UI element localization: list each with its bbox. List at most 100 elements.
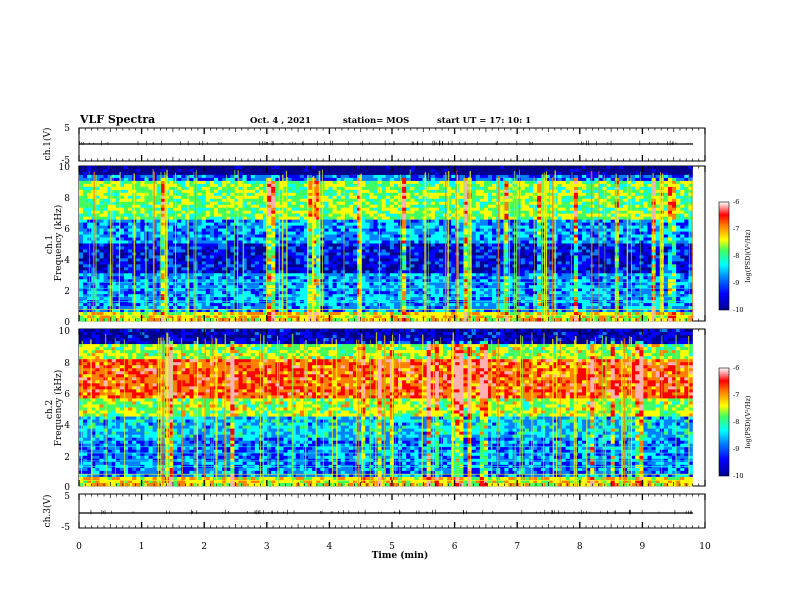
spectrogram-cell: [606, 228, 612, 232]
spectrogram-cell: [340, 195, 346, 200]
spectrogram-cell: [520, 225, 526, 229]
spectrogram-cell: [659, 195, 665, 200]
spectrogram-cell: [250, 210, 256, 215]
spectrogram-cell: [332, 237, 338, 241]
spectrogram-cell: [205, 171, 211, 176]
spectrogram-cell: [316, 198, 321, 203]
spectrogram-cell: [275, 216, 280, 220]
spectrogram-cell: [144, 166, 149, 170]
spectrogram-cell: [291, 213, 297, 218]
spectrogram-cell: [185, 171, 190, 176]
spectrogram-cell: [647, 258, 652, 262]
spectrogram-cell: [524, 255, 530, 259]
spectrogram-cell: [594, 258, 599, 262]
spectrogram-cell: [532, 231, 538, 235]
spectrogram-cell: [594, 195, 599, 200]
spectrogram-cell: [430, 228, 436, 232]
spectrogram-cell: [381, 213, 387, 218]
spectrogram-cell: [438, 186, 444, 191]
spectrogram-cell: [537, 171, 542, 176]
spectrogram-cell: [487, 195, 493, 200]
spectrogram-cell: [91, 171, 96, 176]
spectrogram-cell: [577, 228, 583, 232]
spectrogram-cell: [398, 228, 403, 232]
spectrogram-cell: [123, 237, 129, 241]
spectrogram-cell: [209, 198, 215, 203]
spectrogram-cell: [369, 246, 374, 250]
spectrogram-cell: [447, 258, 452, 262]
spectrogram-cell: [136, 198, 141, 203]
spectrogram-cell: [103, 243, 108, 247]
spectrogram-cell: [582, 174, 587, 179]
spectrogram-cell: [393, 240, 399, 244]
spectrogram-cell: [308, 255, 313, 259]
spectrogram-cell: [136, 240, 141, 244]
spectrogram-cell: [365, 213, 370, 218]
spectrogram-cell: [353, 219, 358, 223]
spectrogram-cell: [598, 192, 603, 197]
spectrogram-cell: [136, 171, 141, 176]
spectrogram-cell: [406, 216, 411, 220]
spectrogram-cell: [205, 201, 211, 206]
spectrogram-cell: [226, 261, 231, 265]
spectrogram-cell: [324, 183, 329, 188]
spectrogram-cell: [676, 180, 681, 185]
spectrogram-cell: [676, 177, 681, 182]
spectrogram-cell: [185, 166, 190, 170]
spectrogram-cell: [487, 177, 493, 182]
spectrogram-cell: [385, 189, 391, 194]
spectrogram-cell: [303, 180, 309, 185]
spectrogram-cell: [406, 198, 411, 203]
spectrogram-cell: [385, 261, 391, 265]
spectrogram-cell: [663, 204, 669, 209]
spectrogram-cell: [393, 210, 399, 215]
spectrogram-cell: [684, 192, 689, 197]
spectrogram-cell: [99, 180, 104, 185]
spectrogram-cell: [336, 234, 342, 238]
spectrogram-cell: [115, 195, 121, 200]
spectrogram-cell: [393, 171, 399, 176]
spectrogram-cell: [479, 183, 485, 188]
spectrogram-cell: [353, 189, 358, 194]
spectrogram-cell: [79, 255, 84, 259]
spectrogram-cell: [107, 198, 113, 203]
spectrogram-cell: [631, 255, 636, 259]
spectrogram-cell: [402, 222, 407, 226]
spectrogram-cell: [377, 174, 382, 179]
spectrogram-cell: [111, 192, 117, 197]
spectrogram-cell: [406, 180, 411, 185]
spectrogram-cell: [189, 177, 194, 182]
spectrogram-cell: [263, 246, 268, 250]
spectrogram-cell: [430, 183, 436, 188]
spectrogram-cell: [557, 166, 562, 170]
spectrogram-cell: [418, 246, 423, 250]
spectrogram-cell: [238, 192, 243, 197]
spectrogram-cell: [606, 207, 612, 212]
spectrogram-cell: [406, 195, 411, 200]
spectrogram-cell: [447, 166, 452, 170]
spectrogram-cell: [459, 171, 464, 176]
spectrogram-cell: [582, 228, 587, 232]
spectrogram-cell: [586, 207, 591, 212]
spectrogram-cell: [79, 240, 84, 244]
spectrogram-cell: [308, 174, 313, 179]
spectrogram-cell: [181, 237, 186, 241]
spectrogram-cell: [516, 168, 522, 173]
spectrogram-cell: [586, 255, 591, 259]
spectrogram-cell: [275, 249, 280, 253]
spectrogram-cell: [238, 219, 243, 223]
spectrogram-cell: [222, 183, 227, 188]
spectrogram-cell: [99, 222, 104, 226]
spectrogram-cell: [177, 234, 182, 238]
spectrogram-cell: [267, 240, 272, 244]
spectrogram-cell: [606, 192, 612, 197]
spectrogram-cell: [618, 201, 624, 206]
spectrogram-cell: [676, 240, 681, 244]
spectrogram-cell: [344, 210, 350, 215]
spectrogram-cell: [610, 216, 616, 220]
spectrogram-cell: [303, 255, 309, 259]
spectrogram-cell: [557, 180, 562, 185]
spectrogram-cell: [541, 198, 546, 203]
spectrogram-cell: [434, 207, 440, 212]
spectrogram-cell: [504, 243, 509, 247]
